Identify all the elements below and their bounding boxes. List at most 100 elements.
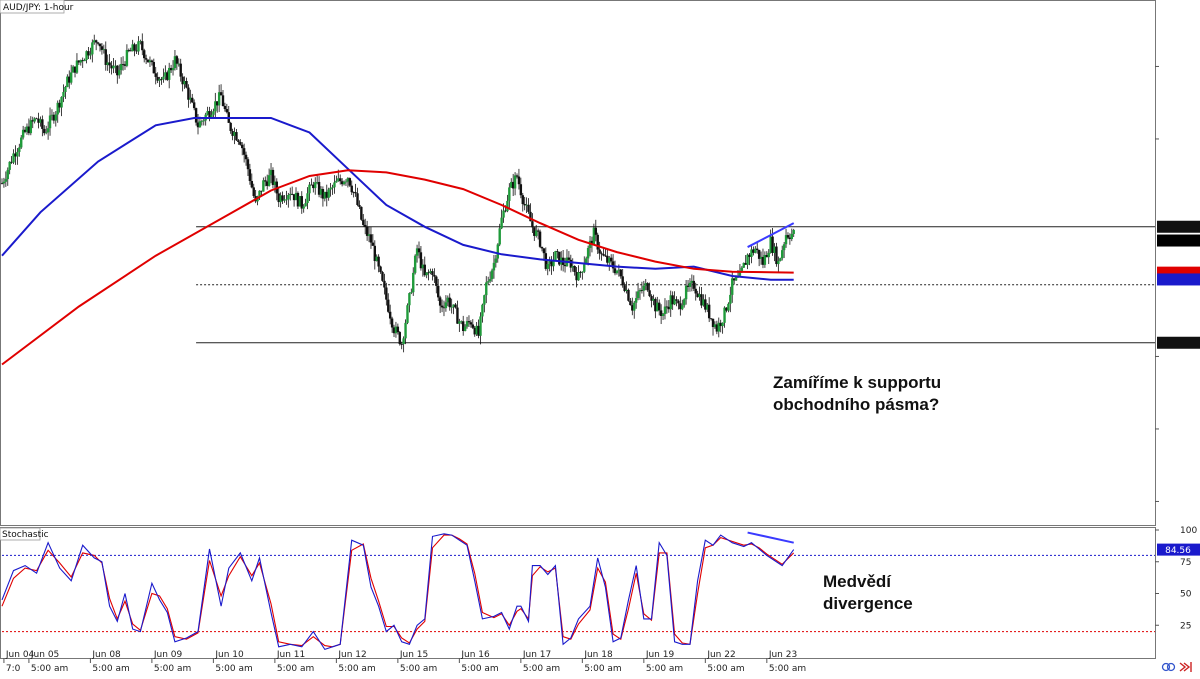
candle-body	[177, 63, 180, 65]
candle-body	[750, 249, 753, 257]
candle-body	[734, 276, 738, 281]
candle-body	[8, 161, 11, 170]
moving-average-red	[1, 169, 794, 366]
x-date-label: Jun 23	[768, 650, 797, 660]
candle-body	[504, 210, 507, 212]
candle-body	[682, 299, 686, 306]
price-trendline	[747, 222, 795, 248]
candle-body	[606, 255, 609, 263]
annotation-divergence-line2: divergence	[823, 594, 913, 613]
candle-body	[692, 280, 695, 289]
candle-body	[25, 126, 29, 132]
candle-body	[365, 226, 369, 236]
x-time-label: 5:00 am	[769, 664, 806, 674]
candle-body	[602, 254, 605, 256]
candle-body	[419, 252, 423, 269]
candle-body	[206, 111, 209, 115]
annotation-support-line2: obchodního pásma?	[773, 395, 939, 414]
candle-body	[506, 200, 509, 212]
candle-body	[571, 265, 574, 268]
candle-body	[4, 179, 8, 182]
candle-body	[417, 248, 421, 253]
candle-body	[110, 65, 113, 69]
candle-body	[527, 204, 530, 212]
candle-body	[510, 181, 513, 188]
candle-body	[496, 244, 499, 259]
candle-body	[717, 322, 720, 332]
candle-body	[727, 303, 730, 311]
candle-body	[469, 322, 473, 325]
candle-body	[44, 132, 48, 134]
candle-body	[329, 187, 332, 190]
candle-body	[385, 287, 388, 300]
candle-body	[164, 72, 167, 77]
candle-body	[684, 285, 688, 300]
x-date-label: Jun 09	[153, 650, 183, 660]
candle-body	[50, 114, 54, 116]
candle-body	[148, 60, 152, 63]
candle-body	[217, 92, 221, 106]
candle-body	[233, 132, 236, 136]
candle-body	[64, 86, 67, 92]
candle-body	[525, 204, 528, 206]
candle-body	[173, 56, 177, 69]
candle-body	[611, 261, 615, 269]
candle-body	[125, 49, 129, 66]
candle-body	[235, 132, 238, 141]
candle-body	[744, 262, 747, 265]
candle-body	[429, 271, 432, 273]
candle-body	[769, 236, 772, 253]
candle-body	[310, 184, 313, 186]
candle-body	[581, 271, 584, 273]
x-time-label: 5:00 am	[92, 664, 129, 674]
candle-body	[133, 44, 136, 51]
candle-body	[14, 153, 17, 157]
stochastic-d-line	[1, 534, 795, 648]
candle-body	[780, 250, 784, 259]
candle-body	[335, 180, 338, 183]
candle-body	[87, 51, 90, 56]
candle-body	[94, 40, 98, 43]
candle-body	[665, 306, 669, 308]
candle-body	[143, 50, 146, 59]
x-date-label: Jun 05	[30, 650, 59, 660]
price-axis-area	[1156, 0, 1200, 660]
candle-body	[773, 246, 776, 253]
candle-body	[312, 184, 315, 189]
candle-body	[613, 268, 617, 274]
candle-body	[688, 282, 692, 287]
candle-body	[542, 248, 546, 254]
candle-body	[219, 92, 223, 96]
candle-body	[237, 140, 240, 142]
candle-body	[221, 95, 225, 106]
candle-body	[360, 206, 363, 220]
candle-body	[315, 181, 319, 183]
candle-body	[79, 60, 82, 63]
candle-body	[452, 304, 455, 307]
stochastic-tick-label: 50	[1180, 590, 1192, 600]
candle-body	[615, 270, 619, 274]
candle-body	[563, 264, 567, 267]
candle-body	[119, 63, 123, 71]
candle-body	[175, 56, 179, 64]
candle-body	[462, 321, 465, 331]
candle-body	[483, 295, 486, 305]
candle-body	[85, 51, 88, 60]
candle-body	[298, 196, 302, 207]
candle-body	[369, 234, 373, 243]
candle-body	[731, 278, 734, 295]
candle-body	[371, 242, 375, 246]
candle-body	[696, 293, 699, 298]
candle-body	[108, 62, 111, 66]
candle-body	[290, 193, 294, 195]
link-icon[interactable]	[1161, 662, 1176, 672]
candle-body	[777, 260, 780, 265]
candle-body	[788, 237, 792, 240]
candle-body	[269, 169, 273, 176]
candle-body	[96, 42, 100, 44]
candle-body	[583, 264, 586, 272]
candle-body	[37, 118, 40, 123]
candle-body	[252, 187, 255, 196]
candle-body	[337, 178, 340, 181]
scroll-to-end-icon[interactable]	[1179, 662, 1192, 672]
